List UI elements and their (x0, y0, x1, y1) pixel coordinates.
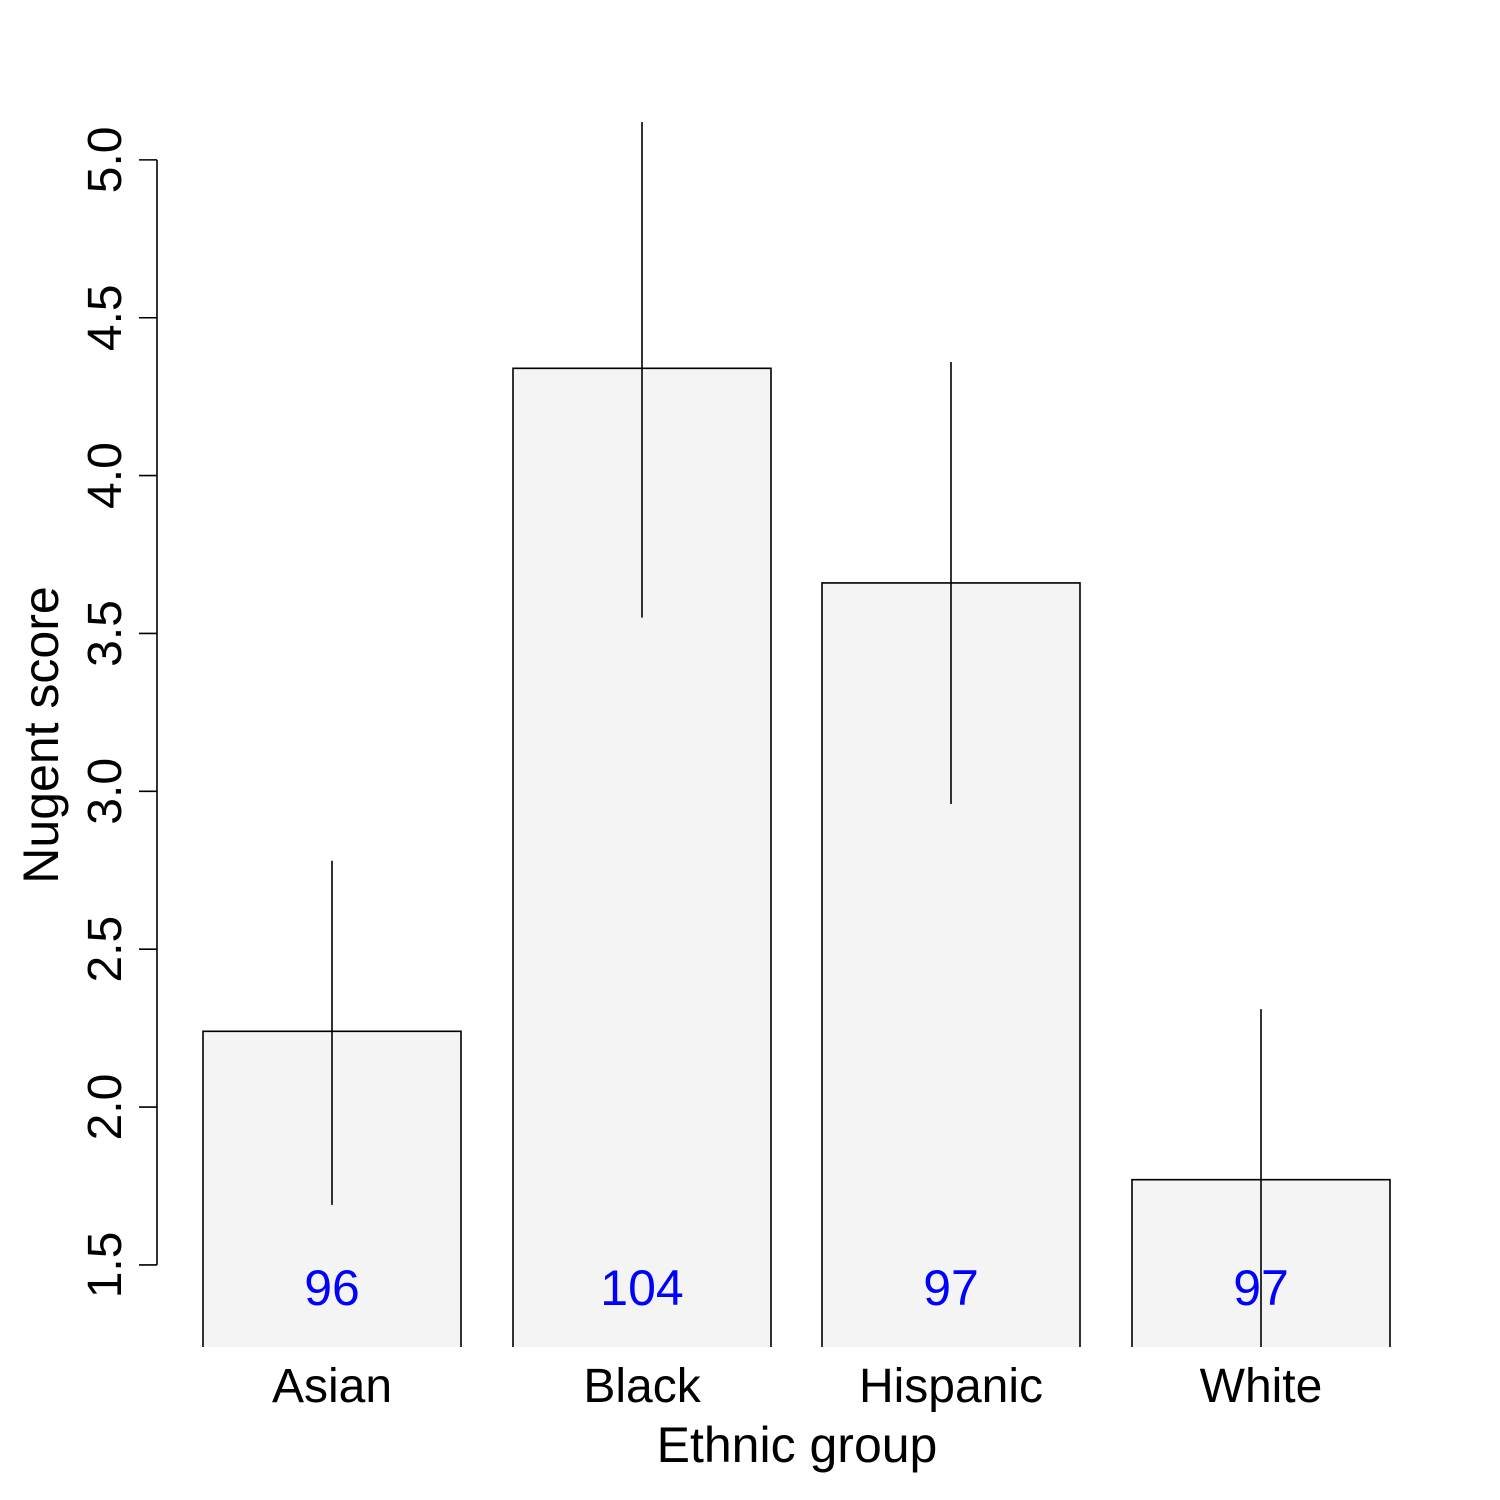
y-tick-label: 5.0 (79, 127, 132, 194)
count-label-black: 104 (600, 1260, 683, 1316)
count-label-asian: 96 (304, 1260, 360, 1316)
y-tick-label: 1.5 (79, 1232, 132, 1299)
y-tick-label: 3.0 (79, 758, 132, 825)
bars-layer (203, 368, 1390, 1347)
y-tick-label: 2.0 (79, 1074, 132, 1141)
x-tick-label-black: Black (583, 1360, 701, 1413)
count-label-hispanic: 97 (923, 1260, 979, 1316)
x-axis-title: Ethnic group (657, 1417, 938, 1473)
x-axis-labels: Asian Black Hispanic White (272, 1360, 1322, 1413)
y-tick-label: 2.5 (79, 916, 132, 983)
x-tick-label-asian: Asian (272, 1360, 392, 1413)
y-axis: 1.5 2.0 2.5 3.0 3.5 4.0 4.5 5.0 (79, 127, 157, 1299)
error-bars-layer (332, 122, 1261, 1347)
y-tick-label: 4.0 (79, 442, 132, 509)
x-tick-label-hispanic: Hispanic (859, 1360, 1043, 1413)
y-tick-label: 4.5 (79, 284, 132, 351)
count-label-white: 97 (1233, 1260, 1289, 1316)
y-tick-label: 3.5 (79, 600, 132, 667)
y-axis-title: Nugent score (13, 586, 69, 883)
x-tick-label-white: White (1200, 1360, 1323, 1413)
